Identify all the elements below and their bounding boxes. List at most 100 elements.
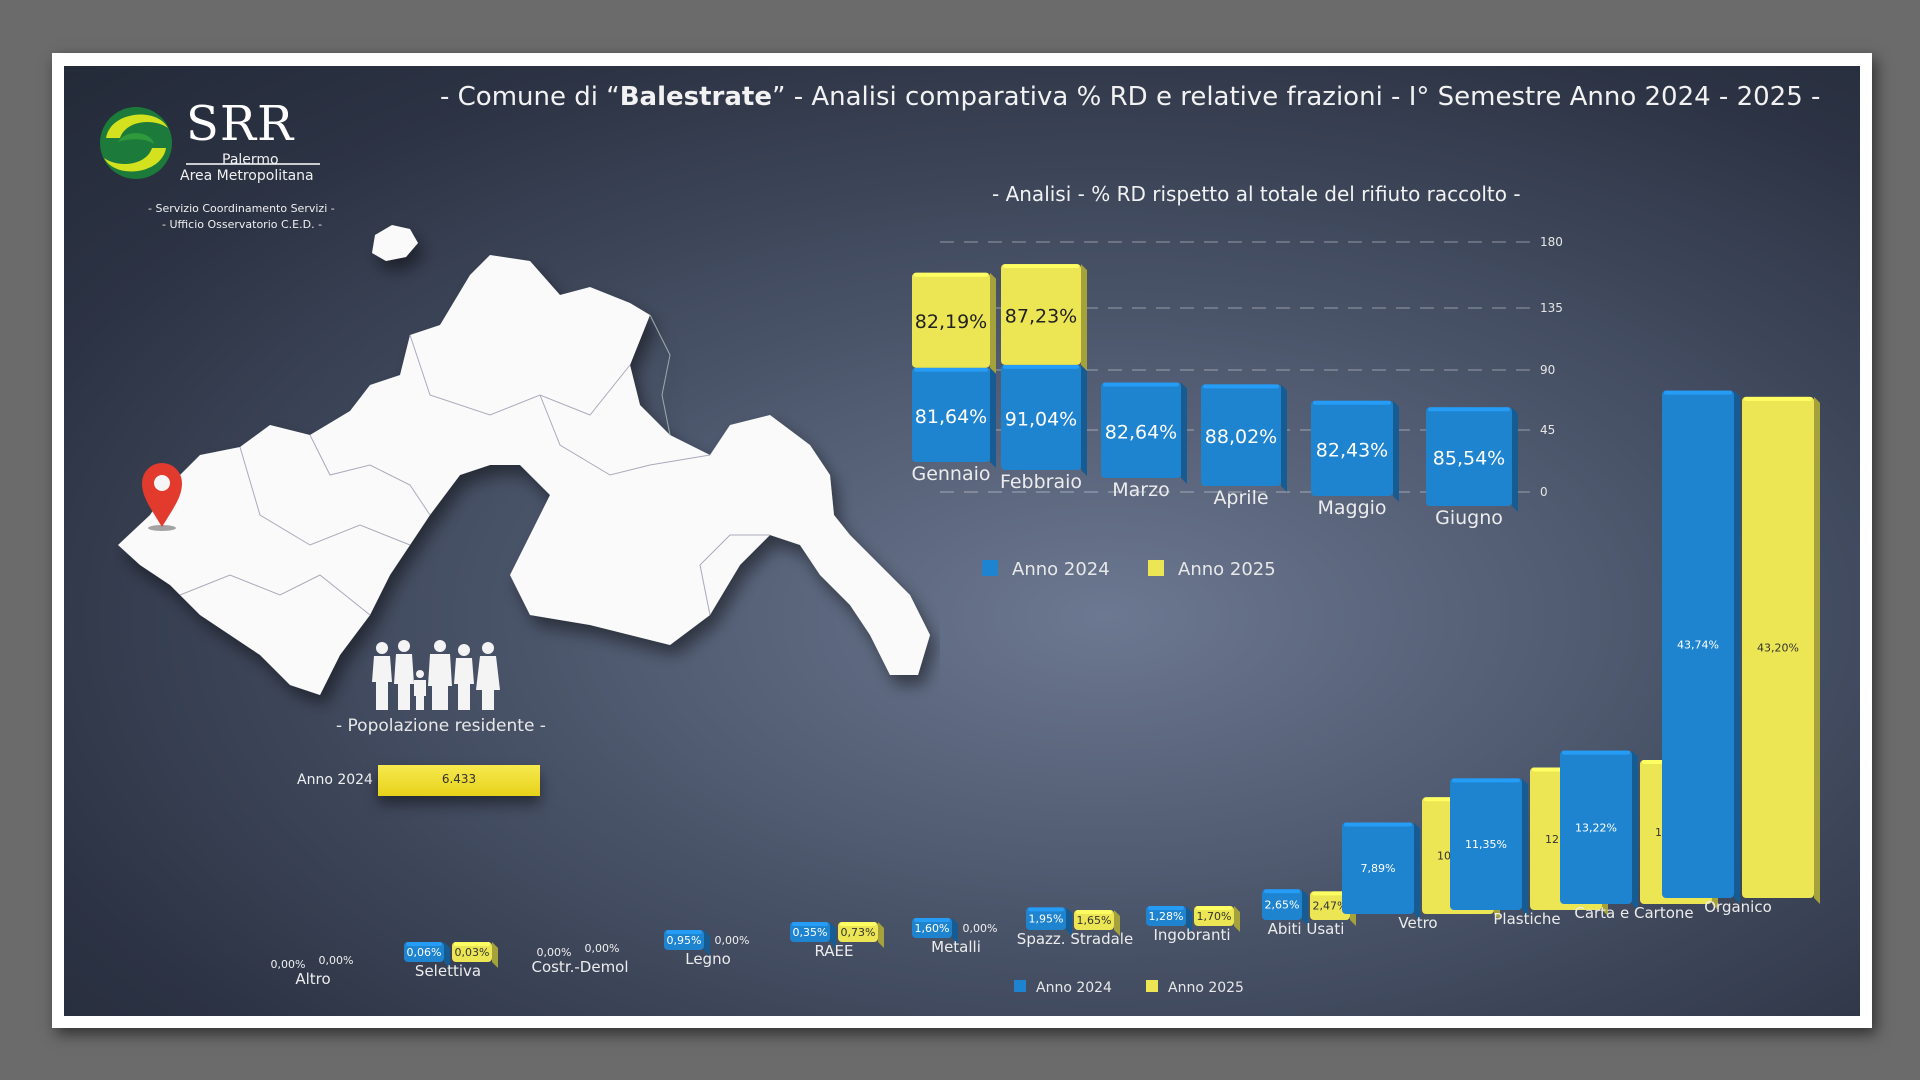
territory-shape	[118, 225, 930, 695]
fraction-value-2025: 1,65%	[1077, 914, 1112, 927]
title-suffix: ” - Analisi comparativa % RD e relative …	[771, 82, 1821, 112]
fraction-value-2024: 1,60%	[915, 922, 950, 935]
fraction-bar-2024	[912, 918, 958, 944]
fraction-label: Plastiche	[1493, 910, 1560, 928]
legend-swatch-2025	[1146, 980, 1158, 992]
month-bar-2024	[1201, 384, 1287, 492]
fraction-label: Carta e Cartone	[1574, 904, 1693, 922]
fraction-bar-2025	[452, 942, 498, 968]
legend-label-2024: Anno 2024	[1012, 559, 1110, 580]
monthly-rd-chart: 0 45 90 135 180 81,64% 82,19% Gennaio 91,04% 87,2…	[911, 235, 1562, 580]
fraction-label: Vetro	[1398, 914, 1437, 932]
monthly-legend: Anno 2024 Anno 2025	[982, 559, 1276, 580]
month-value-2024: 88,02%	[1205, 426, 1277, 448]
fraction-bar-2025	[838, 922, 884, 948]
fraction-value-2025: 1,70%	[1197, 910, 1232, 923]
fraction-bar-2024	[1262, 889, 1308, 926]
fraction-value-2024: 0,00%	[537, 946, 572, 959]
logo-area: Area Metropolitana	[180, 168, 314, 184]
srr-logo-icon	[100, 107, 172, 179]
fraction-value-2025: 2,47%	[1313, 900, 1348, 913]
y-tick-label: 90	[1540, 363, 1555, 377]
logo-city: Palermo	[222, 152, 279, 168]
fraction-value-2025: 0,00%	[585, 942, 620, 955]
population-year: Anno 2024	[297, 772, 373, 788]
month-bar-2024	[1001, 364, 1087, 476]
month-label: Aprile	[1213, 487, 1268, 509]
fraction-bar-2024	[664, 930, 710, 956]
month-bar-2024	[1311, 400, 1399, 502]
fraction-bar-2024	[1560, 750, 1638, 910]
fraction-value-2024: 2,65%	[1265, 899, 1300, 912]
month-value-2024: 85,54%	[1433, 448, 1505, 470]
monthly-chart-title: - Analisi - % RD rispetto al totale del …	[992, 182, 1521, 206]
fraction-bar-2025	[1742, 396, 1820, 904]
population-value: 6.433	[441, 772, 477, 786]
y-tick-label: 45	[1540, 423, 1555, 437]
legend-swatch-2024	[1014, 980, 1026, 992]
fraction-label: Organico	[1704, 898, 1772, 916]
month-value-2024: 91,04%	[1005, 408, 1077, 430]
legend-label-2025: Anno 2025	[1168, 980, 1244, 996]
fraction-value-2024: 7,89%	[1361, 862, 1396, 875]
logo-name: SRR	[186, 96, 295, 152]
legend-swatch-2025	[1148, 560, 1164, 576]
fraction-value-2025: 43,20%	[1757, 641, 1799, 654]
fraction-value-2025: 0,00%	[715, 934, 750, 947]
y-tick-label: 135	[1540, 301, 1563, 315]
title-prefix: - Comune di “	[440, 82, 620, 112]
y-tick-label: 180	[1540, 235, 1563, 249]
fraction-value-2024: 0,06%	[407, 946, 442, 959]
fraction-value-2024: 1,28%	[1149, 910, 1184, 923]
fraction-bar-2024	[790, 922, 836, 948]
fraction-label: Legno	[685, 950, 731, 968]
fraction-label: Metalli	[931, 938, 981, 956]
fraction-bar-2024	[1026, 907, 1072, 936]
month-label: Gennaio	[911, 463, 990, 485]
population-label: - Popolazione residente -	[336, 716, 546, 736]
month-value-2024: 81,64%	[915, 406, 987, 428]
fraction-bar-2024	[404, 942, 450, 968]
fraction-value-2025: 0,73%	[841, 926, 876, 939]
month-value-2025: 87,23%	[1005, 305, 1077, 327]
fraction-value-2024: 1,95%	[1029, 913, 1064, 926]
month-label: Febbraio	[1000, 471, 1082, 493]
fraction-bar-2025	[1074, 910, 1120, 936]
title-municipality: Balestrate	[619, 82, 772, 112]
fraction-bar-2024	[1342, 822, 1420, 920]
y-tick-label: 0	[1540, 485, 1548, 499]
fraction-label: Costr.-Demol	[531, 958, 628, 976]
fraction-label: Altro	[295, 970, 330, 988]
month-bar-2024	[1101, 382, 1187, 484]
fraction-value-2025: 0,03%	[455, 946, 490, 959]
month-bar-2024	[1426, 407, 1518, 512]
fraction-value-2024: 13,22%	[1575, 821, 1617, 834]
fraction-value-2024: 11,35%	[1465, 838, 1507, 851]
legend-swatch-2024	[982, 560, 998, 576]
month-value-2024: 82,64%	[1105, 421, 1177, 443]
fraction-value-2024: 0,00%	[271, 958, 306, 971]
month-value-2025: 82,19%	[915, 311, 987, 333]
fraction-value-2025: 0,00%	[963, 922, 998, 935]
fraction-bar-2024	[1146, 906, 1192, 932]
month-bar-2025	[912, 272, 996, 374]
location-pin-icon	[142, 463, 182, 531]
territory-map	[118, 225, 930, 695]
population-bar	[378, 765, 540, 796]
legend-label-2025: Anno 2025	[1178, 559, 1276, 580]
month-bar-2024	[912, 367, 996, 468]
page-title: - Comune di “Balestrate” - Analisi compa…	[440, 82, 1820, 112]
month-label: Giugno	[1435, 507, 1503, 529]
fraction-label: Spazz. Stradale	[1017, 930, 1133, 948]
fractions-legend: Anno 2024 Anno 2025	[1014, 980, 1244, 996]
fraction-value-2024: 0,95%	[667, 934, 702, 947]
logo-note-service: - Servizio Coordinamento Servizi -	[148, 202, 335, 215]
fraction-value-2025: 0,00%	[319, 954, 354, 967]
fraction-bar-2024	[1662, 390, 1740, 905]
fraction-label: Ingobranti	[1153, 926, 1230, 944]
month-value-2024: 82,43%	[1316, 439, 1388, 461]
fraction-bar-2024	[1450, 778, 1528, 916]
srr-logo	[100, 107, 320, 179]
logo-note-office: - Ufficio Osservatorio C.E.D. -	[162, 218, 323, 231]
